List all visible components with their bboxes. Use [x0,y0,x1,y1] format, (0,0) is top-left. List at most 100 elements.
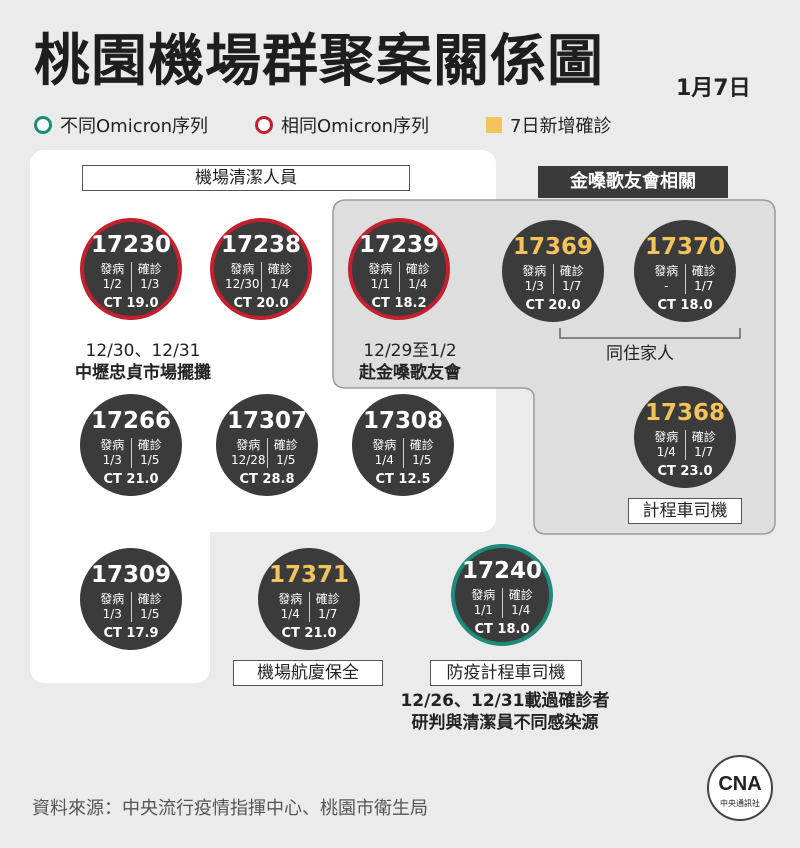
case-node-17240: 17240 發病 1/1 確診 1/4 CT 18.0 [451,544,553,646]
case-id: 17308 [362,408,444,434]
confirm-date: 1/3 [140,277,160,291]
confirm-label: 確診 [691,264,716,278]
legend-new: 7日新增確診 [486,112,611,138]
red-ring-icon [255,116,273,134]
legend-new-label: 7日新增確診 [510,116,612,137]
ct-value: CT 18.0 [657,298,713,313]
legend-same: 相同Omicron序列 [255,112,429,138]
onset-date: 1/2 [102,277,122,291]
ct-value: CT 20.0 [525,298,581,313]
case-id: 17230 [90,232,172,258]
cna-logo-icon: CNA 中央通訊社 [707,755,773,821]
note-choir-text: 赴金嗓歌友會 [359,363,461,383]
ct-value: CT 21.0 [281,626,337,641]
confirm-date: 1/7 [318,607,338,621]
ct-value: CT 20.0 [233,296,289,311]
legend-different: 不同Omicron序列 [34,112,208,138]
page-title: 桃園機場群聚案關係圖 [34,29,604,94]
case-node-17371: 17371 發病 1/4 確診 1/7 CT 21.0 [258,548,360,650]
group-label-security: 機場航廈保全 [233,660,383,686]
confirm-date: 1/7 [562,279,582,293]
logo-mark: CNA [718,773,761,795]
confirm-label: 確診 [315,592,340,606]
teal-ring-icon [34,116,52,134]
case-id: 17307 [226,408,308,434]
case-node-17370: 17370 發病 - 確診 1/7 CT 18.0 [634,220,736,322]
onset-label: 發病 [100,262,125,276]
case-node-17308: 17308 發病 1/4 確診 1/5 CT 12.5 [352,394,454,496]
confirm-date: 1/5 [412,453,432,467]
logo-text: 中央通訊社 [720,798,760,808]
note-choir: 12/29至1/2 赴金嗓歌友會 [325,340,495,384]
case-id: 17239 [358,232,440,258]
note-qt-line2: 研判與清潔員不同感染源 [411,713,599,733]
onset-date: - [664,279,669,293]
ct-value: CT 19.0 [103,296,159,311]
case-node-17266: 17266 發病 1/3 確診 1/5 CT 21.0 [80,394,182,496]
source-credit: 資料來源：中央流行疫情指揮中心、桃園市衛生局 [32,798,428,819]
confirm-date: 1/5 [140,607,160,621]
onset-date: 1/4 [656,445,676,459]
confirm-date: 1/5 [276,453,296,467]
onset-date: 12/28 [230,453,266,467]
confirm-label: 確診 [137,262,162,276]
case-node-17230: 17230 發病 1/2 確診 1/3 CT 19.0 [80,218,182,320]
case-id: 17370 [644,234,726,260]
onset-label: 發病 [522,264,547,278]
confirm-date: 1/4 [408,277,428,291]
onset-label: 發病 [100,592,125,606]
onset-label: 發病 [278,592,303,606]
onset-label: 發病 [471,588,496,602]
confirm-date: 1/4 [270,277,290,291]
confirm-label: 確診 [267,262,292,276]
onset-date: 1/3 [524,279,544,293]
legend-different-label: 不同Omicron序列 [60,116,209,137]
case-id: 17238 [220,232,302,258]
confirm-label: 確診 [508,588,533,602]
group-label-cleaning: 機場清潔人員 [82,165,410,191]
case-id: 17371 [268,562,350,588]
onset-label: 發病 [654,264,679,278]
group-label-taxi: 計程車司機 [628,498,742,524]
case-id: 17266 [90,408,172,434]
confirm-label: 確診 [691,430,716,444]
onset-date: 1/4 [374,453,394,467]
note-market: 12/30、12/31 中壢忠貞市場擺攤 [48,340,238,384]
onset-label: 發病 [230,262,255,276]
onset-label: 發病 [236,438,261,452]
onset-date: 1/3 [102,607,122,621]
confirm-label: 確診 [273,438,298,452]
onset-date: 1/4 [280,607,300,621]
note-market-date: 12/30、12/31 [85,341,201,361]
confirm-label: 確診 [137,438,162,452]
onset-date: 1/3 [102,453,122,467]
case-node-17368: 17368 發病 1/4 確診 1/7 CT 23.0 [634,386,736,488]
onset-date: 12/30 [224,277,260,291]
onset-label: 發病 [372,438,397,452]
case-id: 17368 [644,400,726,426]
confirm-date: 1/5 [140,453,160,467]
legend-same-label: 相同Omicron序列 [281,116,430,137]
onset-date: 1/1 [370,277,390,291]
ct-value: CT 21.0 [103,472,159,487]
onset-date: 1/1 [473,603,493,617]
ct-value: CT 18.2 [371,296,427,311]
ct-value: CT 17.9 [103,626,159,641]
confirm-label: 確診 [405,262,430,276]
group-label-household: 同住家人 [606,344,674,364]
group-label-choir: 金嗓歌友會相關 [538,166,728,198]
ct-value: CT 18.0 [474,622,530,637]
confirm-date: 1/7 [694,445,714,459]
group-label-quarantine-taxi: 防疫計程車司機 [430,660,582,686]
case-node-17307: 17307 發病 12/28 確診 1/5 CT 28.8 [216,394,318,496]
yellow-square-icon [486,117,502,133]
confirm-label: 確診 [137,592,162,606]
confirm-label: 確診 [559,264,584,278]
note-market-text: 中壢忠貞市場擺攤 [75,363,211,383]
confirm-date: 1/7 [694,279,714,293]
onset-label: 發病 [100,438,125,452]
date-label: 1月7日 [676,76,751,101]
onset-label: 發病 [368,262,393,276]
confirm-label: 確診 [409,438,434,452]
ct-value: CT 28.8 [239,472,295,487]
